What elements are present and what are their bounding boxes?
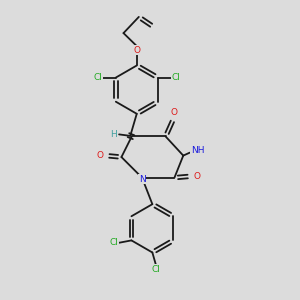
Text: NH: NH <box>191 146 204 155</box>
Text: O: O <box>170 108 177 117</box>
Text: Cl: Cl <box>172 73 180 82</box>
Text: O: O <box>96 151 103 160</box>
Text: H: H <box>110 130 117 139</box>
Text: O: O <box>194 172 201 181</box>
Text: N: N <box>139 175 145 184</box>
Text: Cl: Cl <box>152 265 160 274</box>
Text: Cl: Cl <box>93 73 102 82</box>
Text: O: O <box>133 46 140 55</box>
Text: Cl: Cl <box>109 238 118 247</box>
